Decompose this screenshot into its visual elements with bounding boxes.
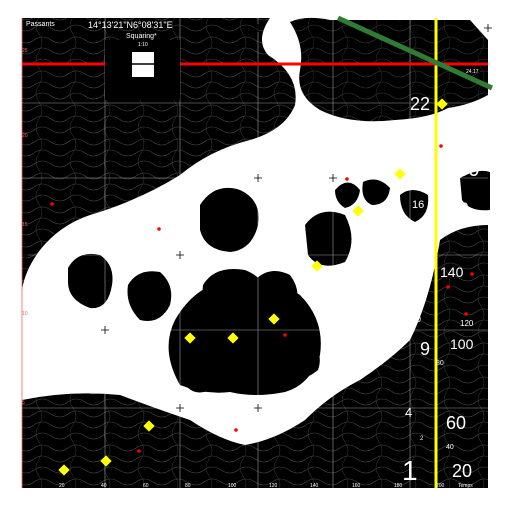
island-11 bbox=[178, 346, 219, 393]
marker[interactable] bbox=[283, 333, 287, 337]
scale-label: 160 bbox=[445, 199, 469, 215]
scale-label: 140 bbox=[440, 264, 464, 280]
crosshair-icon bbox=[22, 24, 492, 412]
island-1 bbox=[200, 187, 259, 252]
marker[interactable] bbox=[234, 428, 238, 432]
island-2 bbox=[68, 253, 113, 309]
scale-label: 18 bbox=[416, 149, 429, 161]
x-tick-label: 200 bbox=[436, 483, 445, 489]
island-9 bbox=[400, 190, 429, 222]
island-4 bbox=[202, 269, 264, 345]
waypoint[interactable] bbox=[268, 313, 280, 325]
y-tick-label: 25 bbox=[22, 48, 28, 54]
waypoint[interactable] bbox=[227, 332, 239, 344]
x-tick-label: 100 bbox=[228, 483, 237, 489]
x-tick-label: 60 bbox=[143, 483, 149, 489]
marker[interactable] bbox=[439, 144, 443, 148]
waypoint[interactable] bbox=[184, 332, 196, 344]
x-tick-label: 80 bbox=[185, 483, 191, 489]
scale-label: 4 bbox=[405, 405, 413, 420]
island-10 bbox=[257, 333, 320, 382]
route-green-line[interactable] bbox=[336, 15, 494, 91]
scale-label: 180 bbox=[446, 159, 480, 181]
coordinates-readout: 14°13'21"N6°08'31"E bbox=[88, 20, 173, 30]
scale-label: 40 bbox=[446, 444, 454, 451]
markers[interactable] bbox=[50, 144, 474, 453]
x-tick-label: 140 bbox=[310, 483, 319, 489]
scale-label: 200 bbox=[457, 117, 471, 126]
panel-label: Passants bbox=[26, 21, 55, 28]
marker[interactable] bbox=[464, 312, 468, 316]
marker[interactable] bbox=[345, 177, 349, 181]
marker[interactable] bbox=[470, 272, 474, 276]
scale-label: 16 bbox=[412, 199, 425, 211]
x-tick-label: 40 bbox=[101, 483, 107, 489]
waypoint[interactable] bbox=[394, 168, 406, 180]
island-3 bbox=[127, 271, 172, 321]
scale-label: 9 bbox=[420, 339, 431, 359]
scale-label: 100 bbox=[450, 336, 474, 352]
scale-label: 1 bbox=[402, 455, 418, 486]
island-12 bbox=[460, 170, 490, 211]
marker[interactable] bbox=[50, 202, 54, 206]
mode-label[interactable]: Squaring* bbox=[126, 33, 157, 40]
waypoint[interactable] bbox=[143, 420, 155, 432]
scale-label: 10 bbox=[412, 315, 421, 324]
x-tick-label: 180 bbox=[394, 483, 403, 489]
x-tick-label: 160 bbox=[352, 483, 361, 489]
marker[interactable] bbox=[137, 449, 141, 453]
square-marker-icon[interactable] bbox=[105, 40, 180, 100]
zoom-label: 1:10 bbox=[138, 42, 148, 48]
island-6 bbox=[305, 211, 352, 266]
scale-label: 13 bbox=[400, 254, 415, 269]
island-5 bbox=[255, 271, 298, 317]
marker[interactable] bbox=[446, 285, 450, 289]
scale-label: 22 bbox=[410, 94, 431, 114]
marker[interactable] bbox=[157, 227, 161, 231]
terrain-contours-topright bbox=[290, 17, 488, 122]
x-tick-label: 20 bbox=[59, 483, 65, 489]
scale-label: 2 bbox=[420, 436, 424, 442]
island-8 bbox=[362, 179, 390, 205]
scale-label: 120 bbox=[460, 319, 474, 328]
terrain-contours-left bbox=[22, 18, 296, 290]
island-7 bbox=[335, 182, 360, 208]
terrain-contours-bottom bbox=[22, 225, 488, 488]
y-tick-label: 15 bbox=[22, 222, 28, 228]
scale-label: 80 bbox=[436, 360, 444, 367]
y-tick-label: 20 bbox=[22, 133, 28, 139]
waypoint[interactable] bbox=[311, 260, 323, 272]
y-tick-label: 10 bbox=[22, 311, 28, 317]
waypoint[interactable] bbox=[352, 205, 364, 217]
footer-right-label: Temps bbox=[458, 483, 473, 489]
x-tick-label: 120 bbox=[269, 483, 278, 489]
y-tick-label: 5 bbox=[22, 400, 25, 406]
header-right-label: 24.17 bbox=[466, 69, 479, 75]
scale-label: 60 bbox=[446, 413, 467, 433]
scale-label: 20 bbox=[452, 461, 473, 481]
